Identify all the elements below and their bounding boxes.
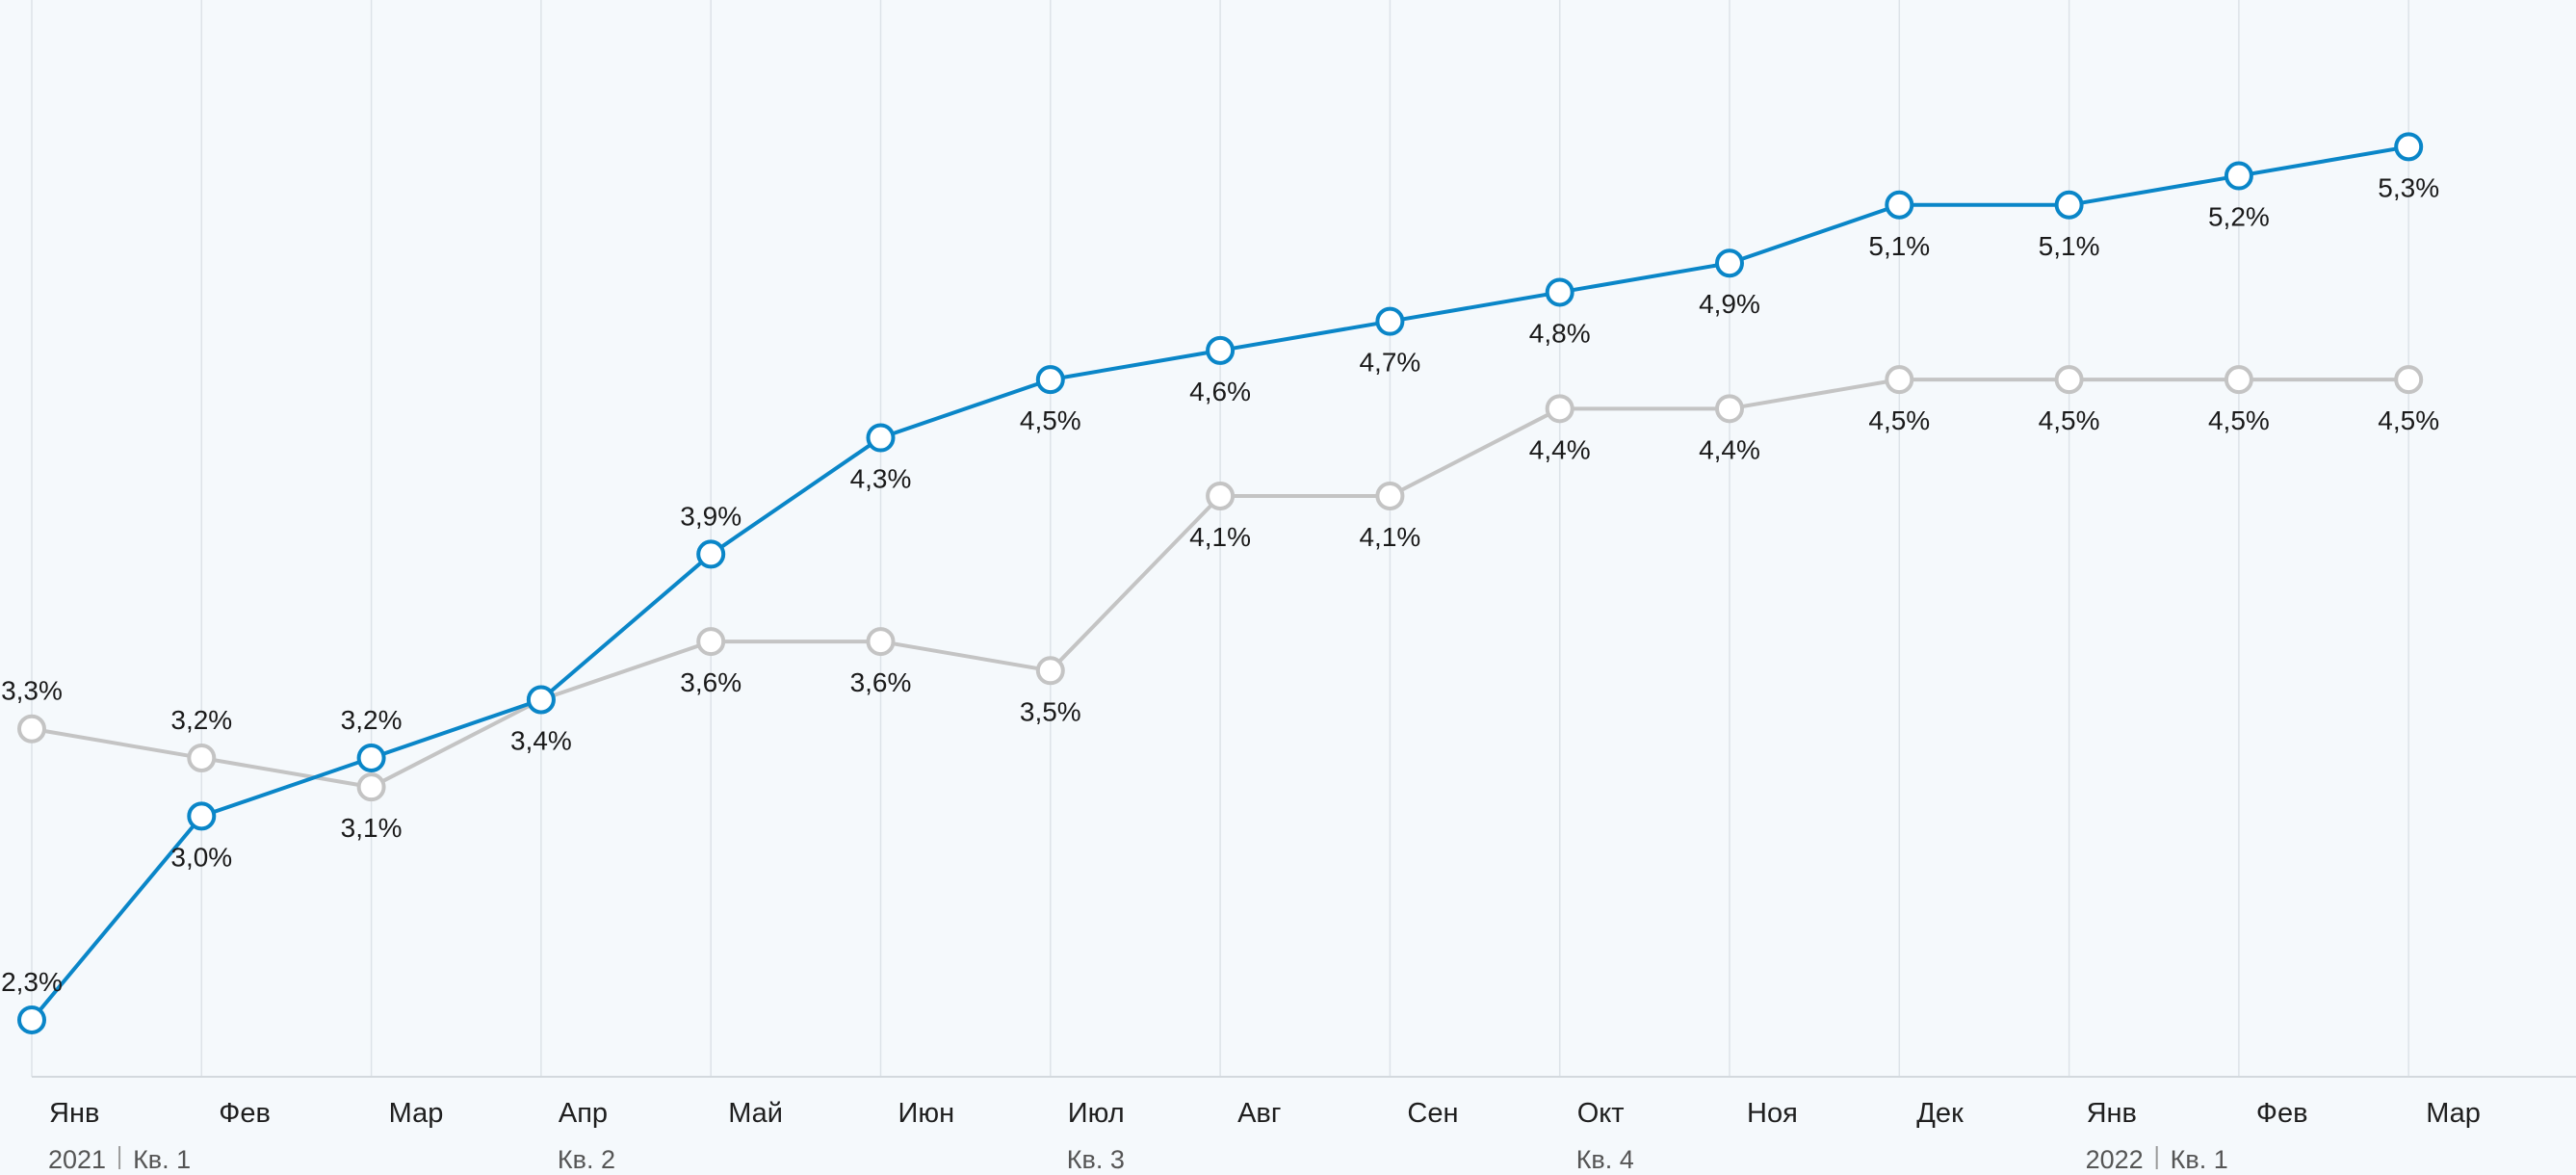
x-axis: Янв Фев Мар Апр Май Июн Июл Авг Сен Окт Ноя Дек Янв Ф… (32, 1076, 2576, 1174)
quarter-label: Кв. 2 (558, 1145, 615, 1174)
data-point (866, 423, 896, 453)
quarter-label: Кв. 4 (1576, 1145, 1634, 1174)
data-label: 4,6% (1189, 377, 1251, 406)
data-point (17, 714, 46, 744)
x-tick-label: Сен (1407, 1098, 1458, 1129)
x-tick-label: Янв (2087, 1098, 2137, 1129)
data-label: 4,5% (1020, 405, 1081, 435)
data-label: 4,5% (2039, 405, 2100, 435)
data-point (2394, 365, 2424, 395)
data-label: 3,2% (341, 705, 403, 735)
data-label: 5,3% (2378, 172, 2439, 202)
data-label: 4,1% (1189, 522, 1251, 552)
data-point (2394, 132, 2424, 162)
data-label: 3,3% (1, 676, 63, 706)
x-tick-label: Окт (1577, 1098, 1625, 1129)
series-layer (17, 132, 2424, 1034)
data-point (1375, 306, 1405, 336)
quarter-label: Кв. 1 (2171, 1145, 2228, 1174)
data-point (187, 743, 217, 772)
data-label: 3,0% (170, 842, 232, 872)
data-point (1206, 481, 1236, 510)
data-label: 5,2% (2208, 202, 2270, 232)
grid-lines (31, 0, 2409, 1077)
x-tick-label: Ноя (1747, 1098, 1798, 1129)
data-point (2054, 365, 2084, 395)
x-tick-label: Фев (2256, 1098, 2308, 1129)
data-label: 4,3% (850, 464, 912, 494)
data-label: 3,4% (510, 726, 572, 756)
x-tick-label: Июл (1068, 1098, 1125, 1129)
data-label: 3,1% (341, 813, 403, 843)
data-label: 3,2% (170, 705, 232, 735)
data-label: 4,4% (1699, 434, 1760, 464)
data-point (356, 743, 386, 772)
data-point (1885, 190, 1914, 220)
data-label: 4,5% (2378, 405, 2439, 435)
quarter-label: Кв. 3 (1067, 1145, 1125, 1174)
data-point (1715, 394, 1744, 424)
data-label: 3,5% (1020, 696, 1081, 726)
data-label: 5,1% (2039, 231, 2100, 261)
x-tick-label: Мар (2426, 1098, 2481, 1129)
x-tick-label: Апр (559, 1098, 608, 1129)
data-point (187, 801, 217, 831)
data-label: 4,5% (2208, 405, 2270, 435)
series-1 (17, 132, 2424, 1034)
data-point (2054, 190, 2084, 220)
data-point (1545, 394, 1574, 424)
data-labels: 2,3% 3,0% 3,2% 3,4% 3,9% 4,3% 4,5% 4,6% 4,7% 4,8%… (1, 172, 2439, 997)
data-point (356, 772, 386, 802)
data-label: 2,3% (1, 967, 63, 997)
data-point (526, 685, 556, 715)
x-tick-label: Фев (219, 1098, 271, 1129)
quarter-label: Кв. 1 (133, 1145, 191, 1174)
data-point (866, 627, 896, 657)
data-point (1035, 656, 1065, 686)
data-point (1545, 277, 1574, 307)
data-point (1375, 481, 1405, 510)
x-tick-label: Июн (898, 1098, 955, 1129)
data-label: 3,6% (850, 667, 912, 697)
data-point (1206, 335, 1236, 365)
data-label: 3,6% (680, 667, 742, 697)
data-label: 4,8% (1529, 318, 1591, 348)
data-point (696, 539, 726, 569)
data-label: 4,1% (1359, 522, 1420, 552)
data-point (2224, 365, 2253, 395)
data-label: 5,1% (1868, 231, 1930, 261)
data-point (1035, 365, 1065, 395)
x-tick-label: Авг (1237, 1098, 1281, 1129)
x-tick-label: Дек (1916, 1098, 1964, 1129)
x-tick-label: Мар (389, 1098, 444, 1129)
data-label: 4,5% (1868, 405, 1930, 435)
data-point (1715, 248, 1744, 278)
x-tick-label: Янв (49, 1098, 99, 1129)
data-label: 4,4% (1529, 434, 1591, 464)
data-point (2224, 161, 2253, 191)
data-point (1885, 365, 1914, 395)
data-point (696, 627, 726, 657)
year-label: 2021 (48, 1145, 106, 1174)
data-label: 4,9% (1699, 289, 1760, 319)
data-point (17, 1005, 46, 1034)
x-tick-label: Май (728, 1098, 783, 1129)
data-label: 4,7% (1359, 348, 1420, 378)
year-label: 2022 (2086, 1145, 2144, 1174)
data-label: 3,9% (680, 501, 742, 531)
